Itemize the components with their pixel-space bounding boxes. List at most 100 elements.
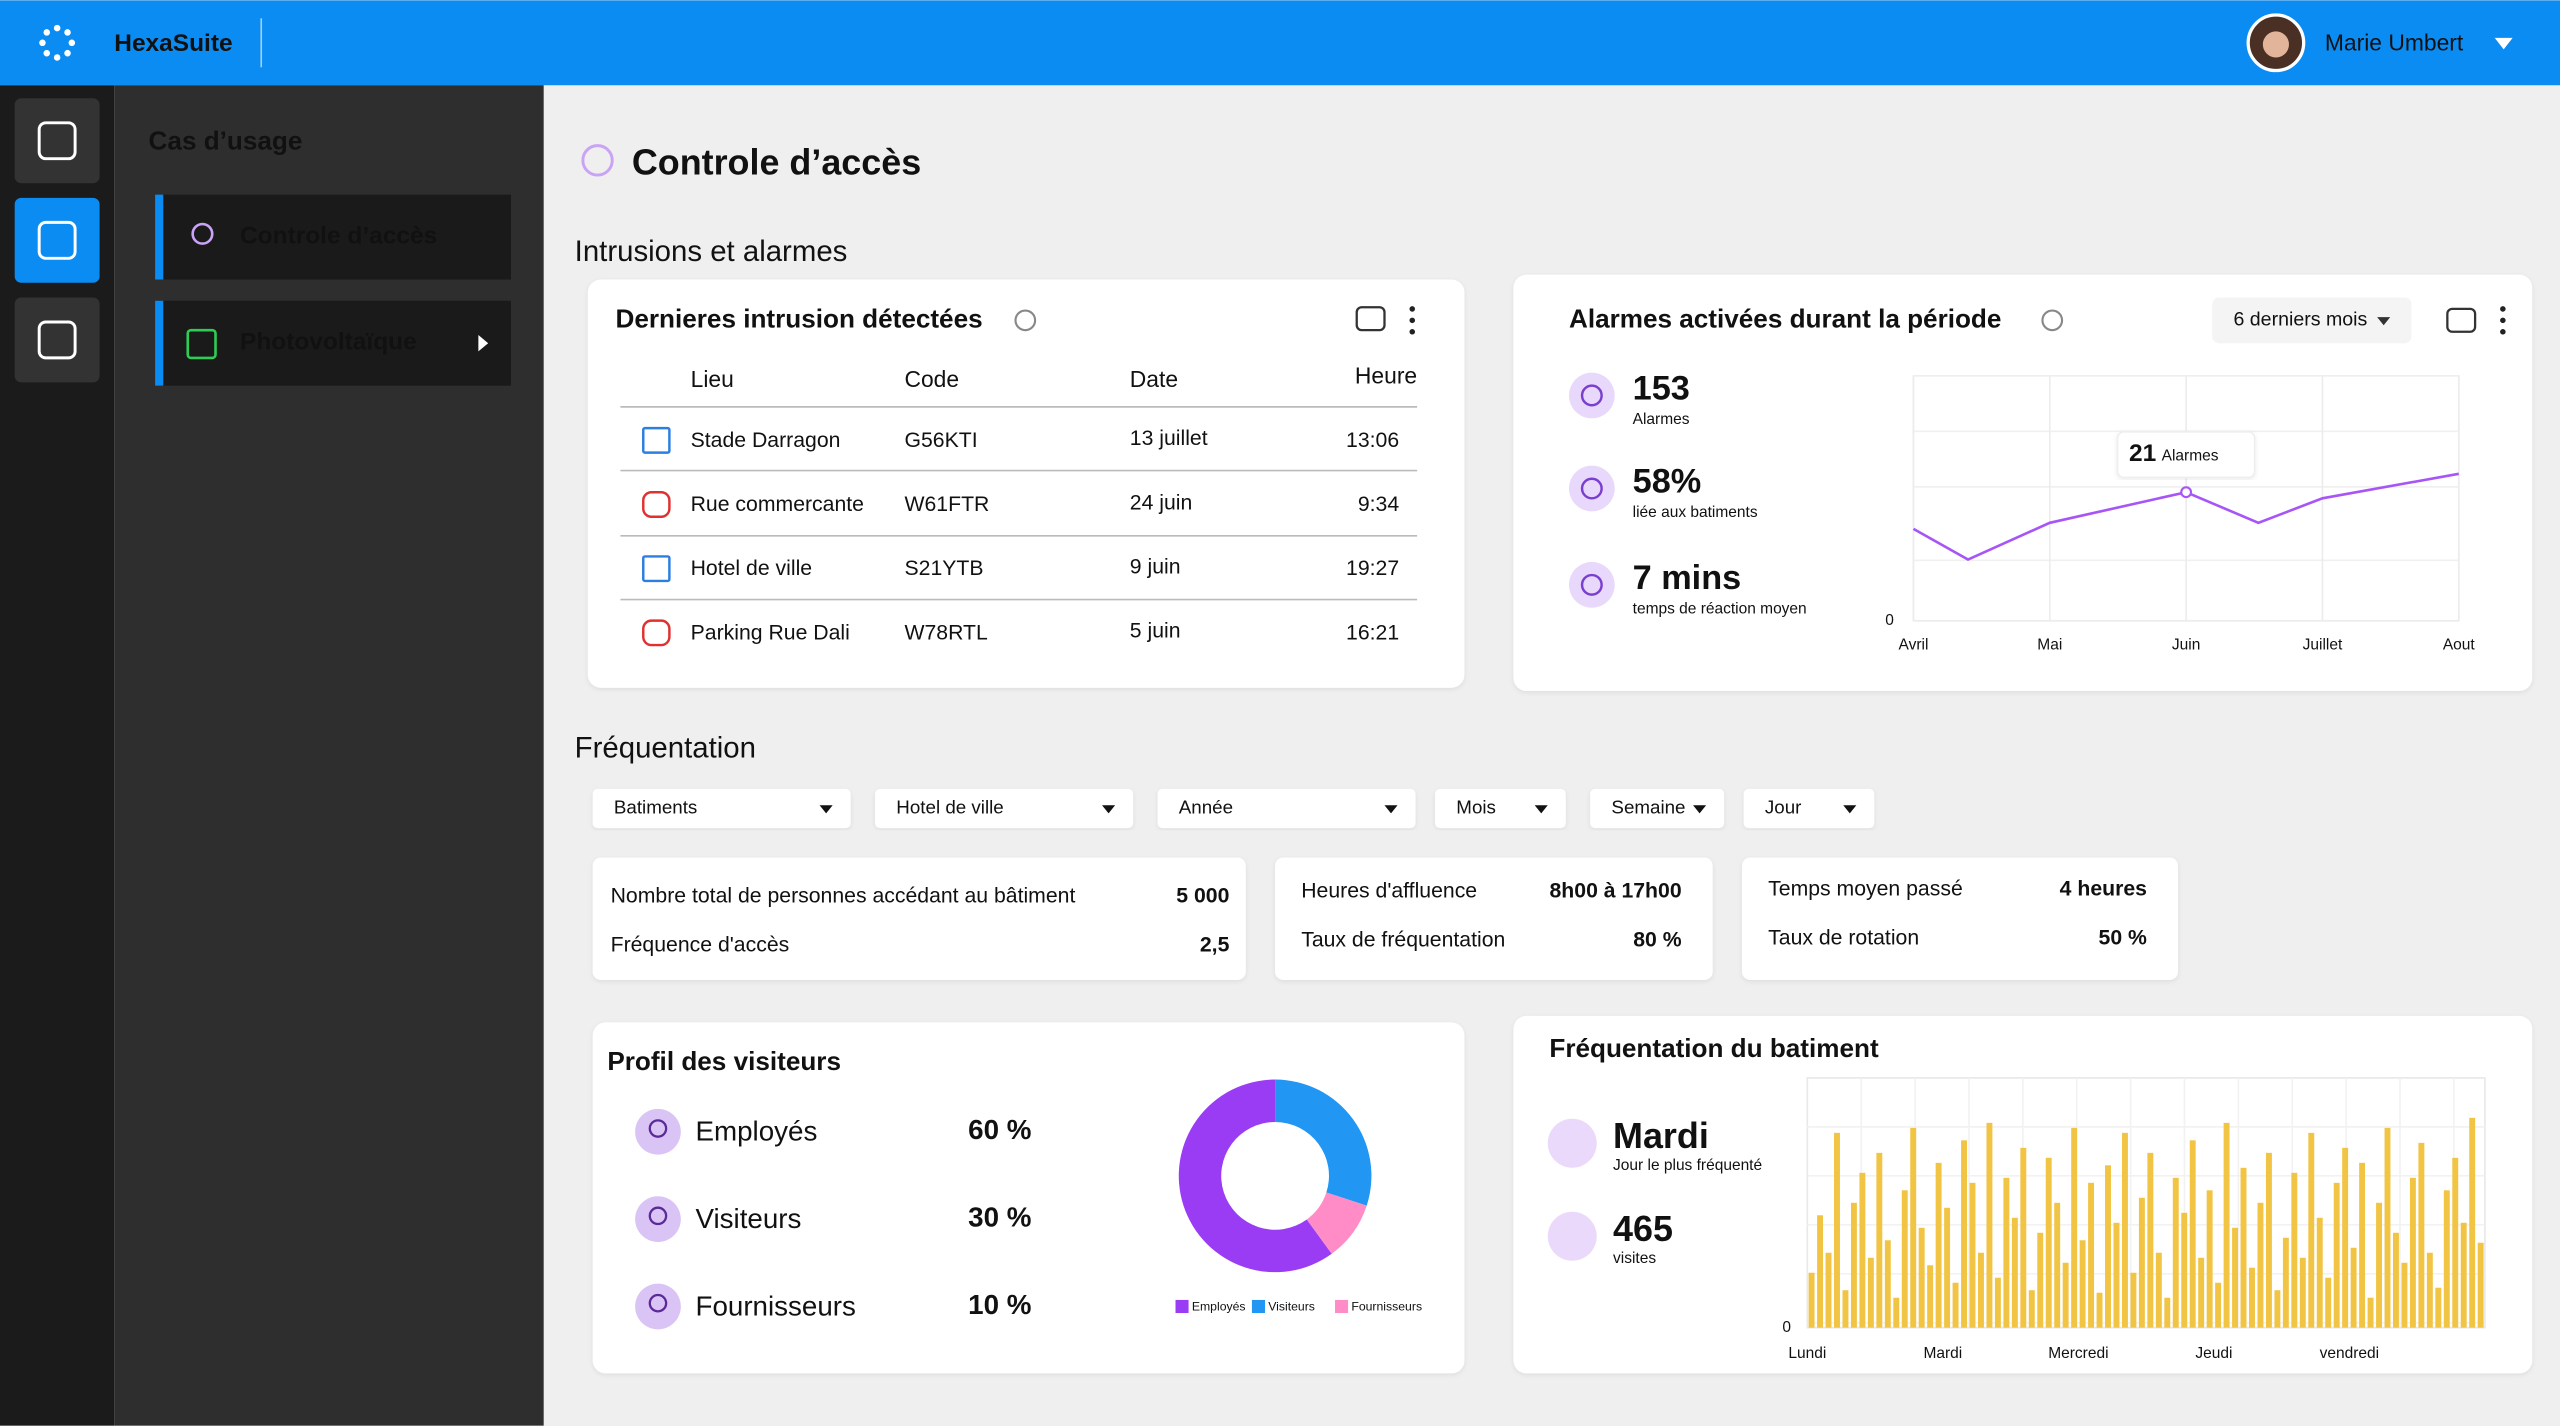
stat-label: visites	[1613, 1250, 1656, 1267]
visitor-icon-glyph	[648, 1119, 668, 1138]
rail-button[interactable]	[14, 297, 100, 383]
kpi-label: Taux de fréquentation	[1301, 928, 1505, 951]
bar	[2054, 1202, 2061, 1328]
building-icon	[642, 555, 671, 583]
table-cell: Parking Rue Dali	[691, 621, 850, 644]
x-tick-label: Avril	[1899, 636, 1929, 653]
bar	[1994, 1277, 2001, 1328]
menu-dot	[2500, 306, 2506, 312]
logo-dot	[43, 49, 51, 57]
bar	[1876, 1152, 1883, 1328]
bar	[2198, 1257, 2205, 1328]
table-cell: Rue commercante	[691, 493, 864, 516]
filter-label: Jour	[1765, 796, 1802, 817]
legend-label: Employés	[1192, 1300, 1246, 1314]
x-tick-label: Lundi	[1788, 1345, 1826, 1362]
bar	[2113, 1222, 2120, 1328]
icon-rail	[0, 85, 115, 1426]
filter-dropdown[interactable]	[1157, 788, 1416, 829]
help-icon	[2041, 309, 2064, 332]
bar	[2249, 1267, 2255, 1328]
nav-label: Controle d’accès	[240, 223, 437, 250]
bar	[2384, 1127, 2391, 1328]
stat-label: liée aux batiments	[1633, 504, 1758, 521]
bar	[2155, 1252, 2162, 1328]
stat-icon-glyph	[1580, 384, 1603, 407]
legend-swatch	[1251, 1299, 1265, 1313]
bar	[2215, 1282, 2222, 1328]
rail-icon	[37, 220, 77, 260]
bar	[2206, 1190, 2213, 1328]
bar	[2020, 1147, 2027, 1328]
caret-icon	[1843, 805, 1857, 814]
filter-dropdown[interactable]	[1743, 788, 1875, 829]
period-dropdown[interactable]	[2212, 297, 2412, 344]
filter-dropdown[interactable]	[875, 788, 1134, 829]
bar	[2460, 1222, 2467, 1328]
rail-icon	[37, 320, 77, 360]
rail-button[interactable]	[14, 197, 100, 283]
sidebar	[114, 85, 544, 1426]
bar	[2037, 1232, 2044, 1328]
logo-dot	[64, 29, 71, 36]
bar	[1834, 1132, 1840, 1328]
column-header: Lieu	[691, 366, 734, 392]
bar	[2189, 1140, 2196, 1328]
stat-label: Alarmes	[1633, 411, 1690, 428]
bar	[2121, 1132, 2128, 1328]
x-tick-label: Mercredi	[2048, 1345, 2108, 1362]
bar	[2325, 1277, 2332, 1328]
bar	[2316, 1217, 2323, 1328]
stat-value: 153	[1633, 370, 1690, 408]
caret-icon	[819, 805, 833, 814]
filter-label: Mois	[1456, 796, 1496, 817]
visitor-icon-glyph	[648, 1206, 668, 1226]
stat-icon	[1568, 561, 1615, 608]
bar	[2291, 1172, 2298, 1328]
legend-swatch	[1335, 1299, 1349, 1313]
bar	[2096, 1292, 2103, 1328]
filter-dropdown[interactable]	[1435, 788, 1566, 829]
visitor-icon	[635, 1283, 681, 1330]
bar	[2045, 1157, 2052, 1328]
visitor-value: 30 %	[968, 1201, 1031, 1232]
rail-button[interactable]	[14, 98, 100, 184]
car-icon	[642, 491, 671, 518]
nav-accent	[155, 300, 164, 386]
comment-button[interactable]	[1355, 306, 1386, 332]
header-bar	[0, 0, 2560, 86]
filter-dropdown[interactable]	[592, 788, 851, 829]
filter-label: Semaine	[1611, 796, 1685, 817]
bar	[2062, 1262, 2069, 1328]
comment-button[interactable]	[2446, 307, 2477, 333]
menu-dot	[2500, 329, 2506, 335]
bar	[1978, 1252, 1984, 1328]
stat-icon	[1547, 1211, 1597, 1261]
bar	[2071, 1127, 2078, 1328]
section-title: Fréquentation	[575, 732, 756, 765]
x-tick-label: Juin	[2172, 636, 2200, 653]
nav-label: Photovoltaïque	[240, 329, 417, 356]
bar	[2443, 1190, 2450, 1328]
x-tick-label: Mai	[2037, 636, 2062, 653]
bar	[2088, 1182, 2095, 1328]
bar	[2350, 1247, 2357, 1328]
logo-dot	[53, 54, 61, 61]
bar	[1859, 1172, 1866, 1328]
visitor-label: Employés	[696, 1116, 818, 1147]
nav-item[interactable]	[155, 194, 512, 280]
visitor-icon	[635, 1108, 681, 1155]
table-cell: 9 juin	[1130, 555, 1181, 578]
user-menu-caret[interactable]	[2494, 37, 2513, 50]
title-icon	[581, 144, 614, 177]
table-cell: 19:27	[1346, 557, 1399, 580]
menu-dot	[1409, 317, 1416, 324]
table-cell: S21YTB	[904, 557, 983, 580]
bar	[2274, 1290, 2281, 1328]
filter-dropdown[interactable]	[1590, 788, 1725, 829]
kpi-card	[592, 857, 1246, 980]
bar	[2164, 1297, 2171, 1328]
bar	[2359, 1162, 2366, 1328]
bar	[1969, 1182, 1976, 1328]
